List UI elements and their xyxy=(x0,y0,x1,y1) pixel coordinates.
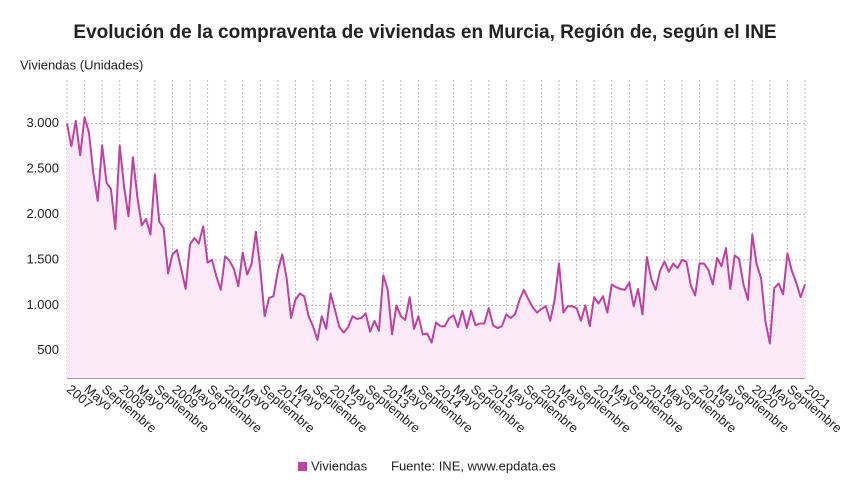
line xyxy=(66,116,806,345)
y-tick-label: 1.500 xyxy=(26,251,59,266)
area xyxy=(67,117,805,378)
y-tick-label: 2.500 xyxy=(26,160,59,175)
legend-label: Viviendas xyxy=(311,458,368,473)
y-tick-label: 1.000 xyxy=(26,297,59,312)
y-tick-label: 2.000 xyxy=(26,206,59,221)
y-axis-label: Viviendas (Unidades) xyxy=(20,57,143,72)
y-tick-label: 3.000 xyxy=(26,115,59,130)
y-tick-label: 500 xyxy=(37,342,59,357)
source: Fuente: INE, www.epdata.es xyxy=(391,458,556,473)
chart-title: Evolución de la compraventa de viviendas… xyxy=(73,22,776,43)
legend-swatch xyxy=(298,462,307,471)
